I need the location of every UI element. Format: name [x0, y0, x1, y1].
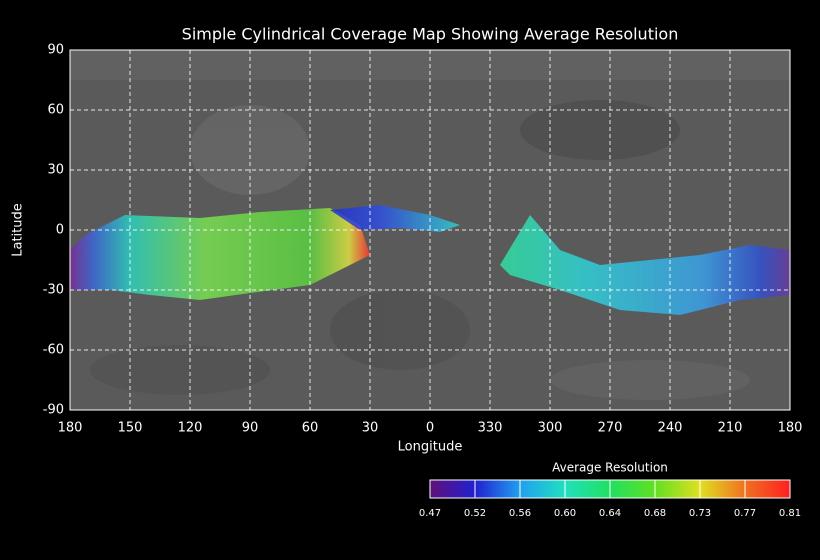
- x-axis-label: Longitude: [398, 440, 463, 455]
- colorbar-title: Average Resolution: [552, 461, 668, 475]
- x-tick-label: 0: [426, 421, 434, 436]
- x-tick-label: 180: [58, 421, 83, 436]
- colorbar-tick-label: 0.47: [419, 508, 441, 519]
- y-tick-label: 60: [47, 103, 64, 118]
- x-tick-label: 240: [658, 421, 683, 436]
- x-tick-label: 210: [718, 421, 743, 436]
- coverage-area: [70, 208, 370, 300]
- y-tick-label: 0: [56, 223, 64, 238]
- x-tick-label: 90: [242, 421, 259, 436]
- colorbar-tick-label: 0.52: [464, 508, 486, 519]
- x-tick-label: 300: [538, 421, 563, 436]
- y-tick-label: -60: [43, 343, 64, 358]
- y-tick-label: 30: [47, 163, 64, 178]
- x-tick-label: 120: [178, 421, 203, 436]
- colorbar-tick-label: 0.60: [554, 508, 576, 519]
- map-frame: [69, 49, 791, 411]
- grid: [70, 50, 790, 410]
- map-title: Simple Cylindrical Coverage Map Showing …: [182, 25, 679, 44]
- colorbar-ticks: 0.47 0.52 0.56 0.60 0.64 0.68 0.73 0.77 0.81: [419, 480, 801, 519]
- x-tick-label: 150: [118, 421, 143, 436]
- colorbar-tick-label: 0.81: [779, 508, 801, 519]
- colorbar-tick-label: 0.64: [599, 508, 621, 519]
- x-tick-label: 180: [778, 421, 803, 436]
- x-tick-label: 330: [478, 421, 503, 436]
- x-tick-label: 30: [362, 421, 379, 436]
- y-tick-label: -90: [43, 403, 64, 418]
- y-tick-label: -30: [43, 283, 64, 298]
- colorbar-tick-label: 0.77: [734, 508, 756, 519]
- coverage-area: [330, 205, 460, 232]
- x-tick-label: 60: [302, 421, 319, 436]
- y-axis-label: Latitude: [11, 203, 26, 257]
- colorbar-tick-label: 0.56: [509, 508, 531, 519]
- x-tick-label: 270: [598, 421, 623, 436]
- colorbar-tick-label: 0.73: [689, 508, 711, 519]
- colorbar-tick-label: 0.68: [644, 508, 666, 519]
- y-tick-label: 90: [47, 43, 64, 58]
